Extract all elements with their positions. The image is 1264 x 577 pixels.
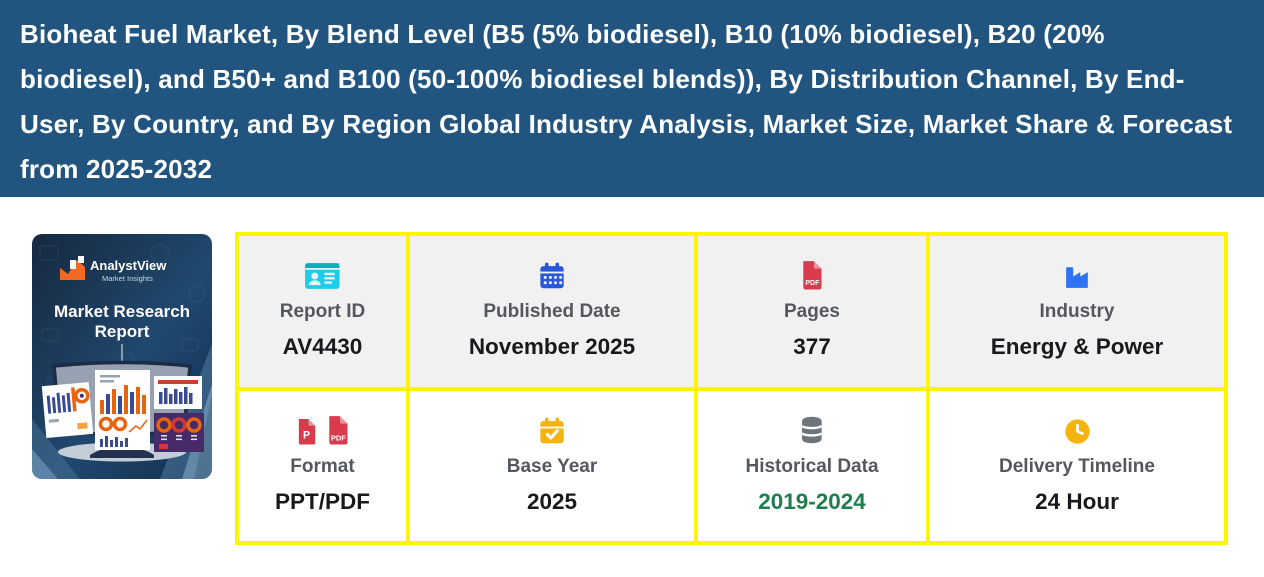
calendar-check-icon — [540, 417, 564, 443]
svg-text:PDF: PDF — [331, 433, 346, 442]
brand-tagline: Market Insights — [102, 274, 153, 283]
info-value: 377 — [793, 334, 831, 360]
info-value: 2019-2024 — [758, 488, 866, 514]
brand-name: AnalystView — [90, 258, 167, 273]
info-label: Industry — [1039, 301, 1115, 323]
chart-cards — [41, 370, 204, 452]
info-value: AV4430 — [282, 334, 363, 360]
page-title: Bioheat Fuel Market, By Blend Level (B5 … — [20, 19, 1233, 184]
info-label: Format — [290, 455, 355, 477]
info-value: Energy & Power — [990, 334, 1164, 360]
info-value: November 2025 — [468, 334, 636, 360]
report-cover-image: AnalystView Market Insights Market Resea… — [32, 234, 212, 479]
database-icon — [801, 416, 823, 444]
info-label: Pages — [784, 301, 840, 323]
pdf-file-icon: PDF — [329, 415, 348, 445]
info-cell-published-date: Published Date November 2025 — [410, 236, 694, 387]
info-cell-pages: PDF Pages 377 — [698, 236, 926, 387]
info-cell-base-year: Base Year 2025 — [410, 390, 694, 541]
info-label: Report ID — [279, 301, 366, 323]
ppt-file-icon: P — [298, 418, 315, 445]
info-value: PPT/PDF — [274, 488, 370, 514]
info-label: Delivery Timeline — [999, 455, 1155, 477]
cover-title-line2: Report — [95, 322, 150, 341]
info-label: Base Year — [506, 455, 598, 477]
watermark-icons — [39, 244, 206, 393]
analystview-logo: AnalystView Market Insights — [60, 256, 167, 283]
info-value: 2025 — [526, 488, 578, 514]
info-label: Historical Data — [745, 455, 879, 477]
report-info-grid: Report ID AV4430 Published Date November… — [235, 232, 1228, 545]
svg-text:P: P — [303, 429, 310, 441]
id-card-icon — [305, 263, 340, 290]
pdf-file-icon: PDF — [803, 261, 822, 290]
info-cell-delivery-timeline: Delivery Timeline 24 Hour — [930, 390, 1224, 541]
calendar-icon — [540, 262, 564, 289]
info-value: 24 Hour — [1035, 488, 1119, 514]
info-cell-format: P PDF Format PPT/PDF — [239, 390, 406, 541]
title-banner: Bioheat Fuel Market, By Blend Level (B5 … — [0, 0, 1264, 197]
factory-icon — [1066, 267, 1088, 289]
svg-text:PDF: PDF — [806, 280, 820, 287]
info-cell-industry: Industry Energy & Power — [930, 236, 1224, 387]
cover-title-line1: Market Research — [54, 302, 190, 321]
pointer-line — [121, 344, 123, 368]
info-cell-historical-data: Historical Data 2019-2024 — [698, 390, 926, 541]
info-label: Published Date — [483, 301, 621, 323]
info-cell-report-id: Report ID AV4430 — [239, 236, 406, 387]
clock-icon — [1064, 419, 1090, 444]
